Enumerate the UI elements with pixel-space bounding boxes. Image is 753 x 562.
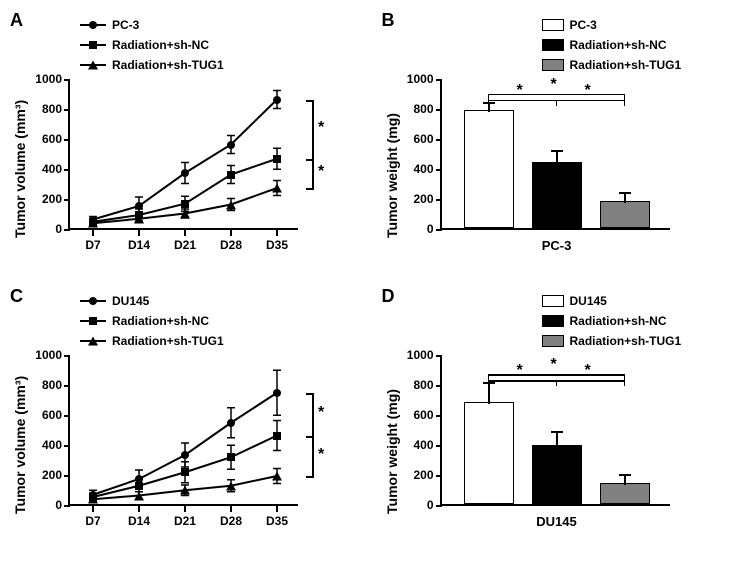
legend-label: Radiation+sh-TUG1 [570,332,682,350]
y-tick-label: 800 [22,102,62,116]
x-tick-label: D28 [213,238,249,252]
x-tick-label: D7 [75,238,111,252]
y-axis-label: Tumor volume (mm³) [12,301,28,439]
y-tick-label: 200 [22,468,62,482]
y-tick-label: 600 [22,408,62,422]
bar [600,483,650,504]
y-axis-label: Tumor volume (mm³) [12,25,28,163]
data-point [181,468,189,476]
y-axis-label: Tumor weight (mg) [384,38,400,163]
y-axis-label: Tumor weight (mg) [384,314,400,439]
legend-label: DU145 [570,292,607,310]
data-point [226,481,236,490]
panel-label-d: D [382,286,395,307]
legend-label: DU145 [112,292,149,310]
data-point [273,155,281,163]
panel-d: D 02004006008001000Tumor weight (mg)DU14… [382,286,744,552]
significance-marker: * [517,362,523,380]
legend-label: PC-3 [570,16,597,34]
y-tick-label: 1000 [22,348,62,362]
data-point [135,202,143,210]
panel-label-b: B [382,10,395,31]
legend: DU145 Radiation+sh-NC Radiation+sh-TUG1 [542,292,682,352]
significance-marker: * [517,82,523,100]
x-tick-label: D14 [121,238,157,252]
data-point [181,169,189,177]
data-point [181,200,189,208]
x-tick-label: D7 [75,514,111,528]
panel-a: A 02004006008001000D7D14D21D28D35Tumor v… [10,10,372,276]
significance-marker: * [318,446,324,464]
legend: DU145 Radiation+sh-NC Radiation+sh-TUG1 [80,292,224,352]
data-point [88,219,98,228]
x-tick-label: D21 [167,514,203,528]
y-tick-label: 0 [22,498,62,512]
bar [532,445,582,504]
y-tick-label: 800 [22,378,62,392]
data-point [180,209,190,218]
legend-label: Radiation+sh-TUG1 [570,56,682,74]
legend: PC-3 Radiation+sh-NC Radiation+sh-TUG1 [542,16,682,76]
x-axis-label: DU145 [442,514,672,529]
data-point [88,495,98,504]
legend-label: Radiation+sh-NC [112,312,209,330]
y-tick-label: 200 [22,192,62,206]
significance-marker: * [551,356,557,374]
significance-marker: * [551,76,557,94]
legend-label: Radiation+sh-NC [112,36,209,54]
x-tick-label: D35 [259,514,295,528]
significance-marker: * [585,82,591,100]
y-tick-label: 0 [22,222,62,236]
bar [600,201,650,228]
data-point [134,214,144,223]
data-point [134,491,144,500]
data-point [135,482,143,490]
bar [464,402,514,504]
x-tick-label: D14 [121,514,157,528]
significance-marker: * [318,163,324,181]
data-point [272,472,282,481]
data-point [273,389,281,397]
legend-label: Radiation+sh-TUG1 [112,332,224,350]
x-tick-label: D35 [259,238,295,252]
legend-label: PC-3 [112,16,139,34]
legend-label: Radiation+sh-NC [570,312,667,330]
data-point [227,171,235,179]
legend-label: Radiation+sh-TUG1 [112,56,224,74]
data-point [181,451,189,459]
significance-marker: * [318,119,324,137]
y-tick-label: 600 [22,132,62,146]
data-point [273,96,281,104]
x-tick-label: D28 [213,514,249,528]
y-tick-label: 400 [22,162,62,176]
data-point [180,486,190,495]
significance-marker: * [585,362,591,380]
data-point [273,432,281,440]
significance-marker: * [318,404,324,422]
bar [464,110,514,229]
data-point [227,419,235,427]
y-tick-label: 400 [22,438,62,452]
bar [532,162,582,228]
data-point [227,453,235,461]
data-point [272,184,282,193]
y-tick-label: 1000 [22,72,62,86]
legend: PC-3 Radiation+sh-NC Radiation+sh-TUG1 [80,16,224,76]
legend-label: Radiation+sh-NC [570,36,667,54]
data-point [227,141,235,149]
x-axis-label: PC-3 [442,238,672,253]
data-point [226,200,236,209]
x-tick-label: D21 [167,238,203,252]
panel-b: B 02004006008001000Tumor weight (mg)PC-3… [382,10,744,276]
panel-c: C 02004006008001000D7D14D21D28D35Tumor v… [10,286,372,552]
